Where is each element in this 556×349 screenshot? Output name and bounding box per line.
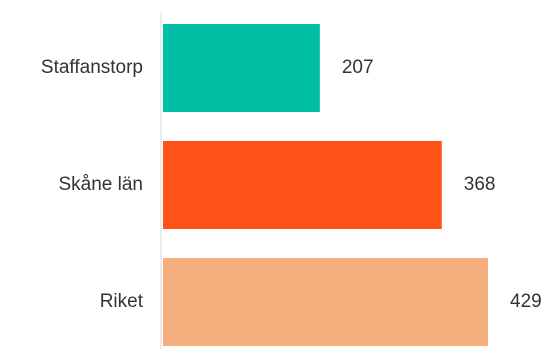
bar-0 — [163, 24, 320, 112]
value-label: 429 — [510, 291, 542, 312]
category-label: Skåne län — [58, 174, 143, 195]
bar-2 — [163, 258, 488, 346]
value-labels-group: 207 368 429 — [342, 57, 542, 312]
value-label: 368 — [464, 174, 496, 195]
category-labels-group: Staffanstorp Skåne län Riket — [41, 57, 144, 312]
bar-1 — [163, 141, 442, 229]
category-label: Staffanstorp — [41, 57, 143, 78]
bars-group — [163, 24, 488, 346]
value-label: 207 — [342, 57, 374, 78]
category-label: Riket — [100, 291, 144, 312]
